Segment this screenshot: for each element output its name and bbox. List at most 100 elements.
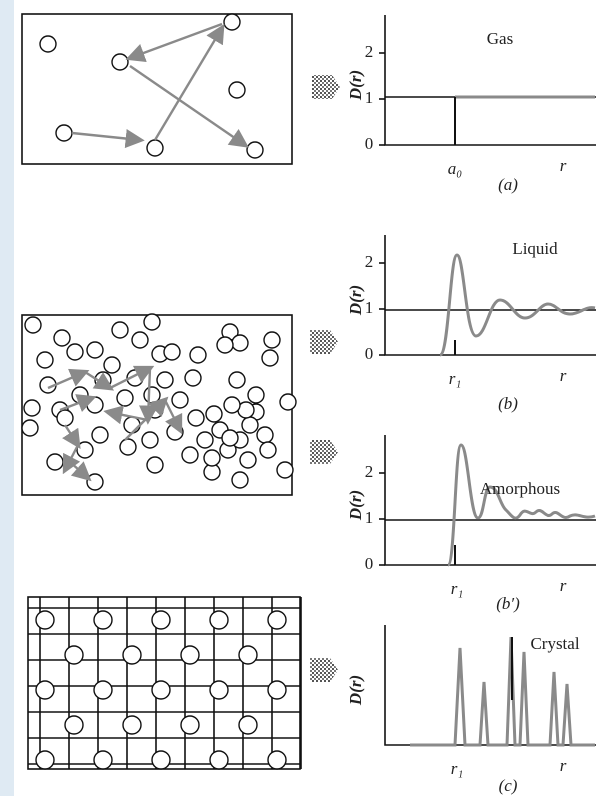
atom [146, 456, 164, 474]
atom [46, 453, 64, 471]
transform-arrow [312, 75, 340, 99]
atom [180, 645, 200, 665]
phase-label: Amorphous [480, 479, 560, 498]
trajectory [163, 399, 183, 435]
x-marker: r₁ [451, 579, 464, 598]
x-marker: a₀ [448, 159, 463, 178]
atom [203, 449, 221, 467]
atom [205, 405, 223, 423]
atom [239, 451, 257, 469]
x-end-label: r [560, 576, 567, 595]
atom [231, 471, 249, 489]
atom [39, 35, 57, 53]
tick-label: 1 [365, 508, 374, 527]
distribution-curve [410, 636, 595, 747]
atom [122, 645, 142, 665]
atom [146, 139, 164, 157]
trajectory [71, 128, 145, 149]
atom [143, 386, 161, 404]
atom [53, 329, 71, 347]
trajectory [109, 365, 155, 390]
trajectory [59, 394, 97, 413]
atom [64, 715, 84, 735]
atom [21, 419, 39, 437]
atom [35, 680, 55, 700]
atom [261, 349, 279, 367]
x-end-label: r [560, 366, 567, 385]
tick-label: 1 [365, 88, 374, 107]
atom [279, 393, 297, 411]
distribution-curve [438, 253, 596, 357]
atom [103, 356, 121, 374]
trajectory [69, 461, 92, 482]
phase-label: Crystal [530, 634, 579, 653]
distribution-curve [446, 443, 596, 567]
axes [384, 625, 596, 746]
atom [111, 321, 129, 339]
atom [180, 715, 200, 735]
x-end-label: r [560, 756, 567, 775]
atom [267, 750, 287, 770]
atom [267, 610, 287, 630]
atom [86, 473, 104, 491]
tick-label: 2 [365, 252, 374, 271]
phase-label: Liquid [512, 239, 558, 258]
caption: (c) [499, 776, 518, 795]
atom [256, 426, 274, 444]
atom [259, 441, 277, 459]
trajectory [125, 22, 223, 63]
atom [163, 343, 181, 361]
tick-label: 2 [365, 462, 374, 481]
axis-label: D(r) [346, 70, 365, 101]
trajectory [84, 370, 115, 391]
caption: (b) [498, 394, 518, 413]
tick-label: 0 [365, 134, 374, 153]
atom [184, 369, 202, 387]
atom [55, 124, 73, 142]
atom [228, 371, 246, 389]
atom [231, 334, 249, 352]
atom [223, 396, 241, 414]
atom [93, 750, 113, 770]
atom [119, 438, 137, 456]
atom [223, 13, 241, 31]
atom [166, 423, 184, 441]
x-marker: r₁ [449, 369, 462, 388]
atom [131, 331, 149, 349]
atom [276, 461, 294, 479]
atom [181, 446, 199, 464]
atom [241, 416, 259, 434]
atom [151, 610, 171, 630]
atom [247, 386, 265, 404]
atom [23, 399, 41, 417]
atom [171, 391, 189, 409]
trajectory [129, 65, 249, 148]
atom [246, 141, 264, 159]
atom [93, 610, 113, 630]
atom [151, 680, 171, 700]
atom [238, 645, 258, 665]
caption: (a) [498, 175, 518, 194]
trajectory [62, 444, 81, 475]
atom [86, 341, 104, 359]
trajectory [62, 424, 81, 450]
atom [76, 441, 94, 459]
atom [66, 343, 84, 361]
phase-label: Gas [487, 29, 513, 48]
trajectory [103, 405, 149, 425]
atom [216, 336, 234, 354]
axis-label: D(r) [346, 490, 365, 521]
x-marker: r₁ [451, 759, 464, 778]
atom [151, 750, 171, 770]
x-end-label: r [560, 156, 567, 175]
atom [122, 715, 142, 735]
atom [156, 371, 174, 389]
atom [221, 429, 239, 447]
trajectory [47, 368, 90, 390]
atom [116, 389, 134, 407]
atom [123, 416, 141, 434]
tick-label: 0 [365, 344, 374, 363]
atom [143, 313, 161, 331]
